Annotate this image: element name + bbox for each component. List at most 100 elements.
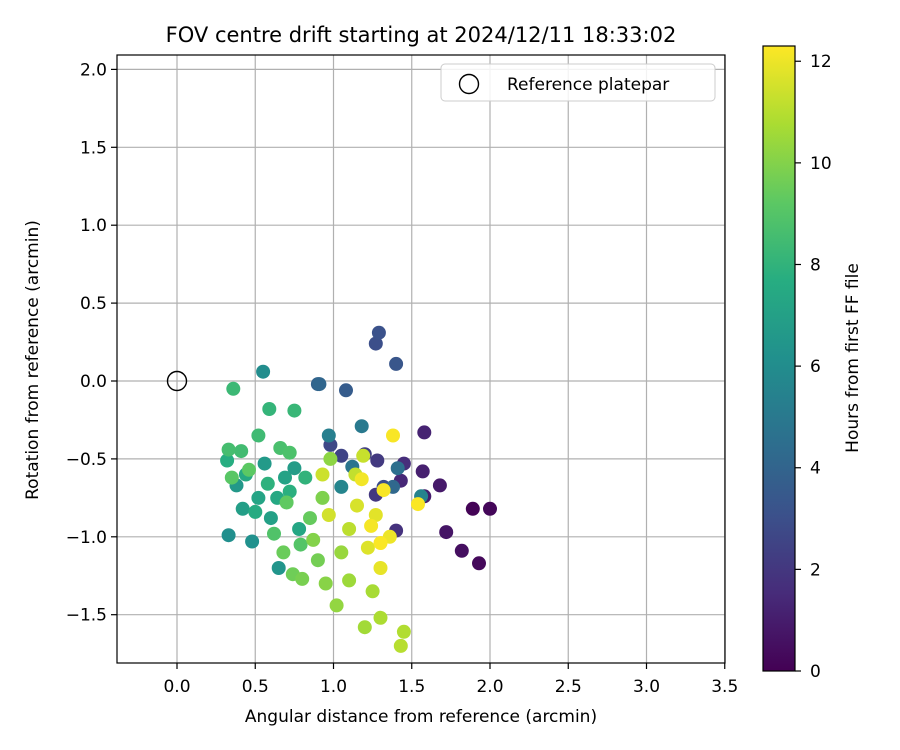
data-point [483,501,497,516]
data-point [365,584,380,599]
data-point [310,553,325,568]
data-point [411,497,425,512]
axes: 0.0 0.5 1.0 1.5 2.0 2.5 3.0 3.5 2.0 1.5 1.0 0.5 0.0 −… [66,54,738,697]
data-point [342,522,357,536]
data-point [354,419,369,434]
data-point [373,536,388,550]
data-point [315,490,330,505]
data-point [267,526,281,541]
data-point [256,364,271,379]
legend-entry-reference: Reference platepar [507,75,669,95]
data-point [368,336,383,351]
data-point [251,428,266,443]
data-point [279,495,294,510]
data-point [339,383,353,398]
colorbar: 0 2 4 6 8 10 12 Hours from first FF file [762,45,863,682]
x-tick-label: 3.5 [711,677,738,697]
data-point [432,478,447,493]
scatter-points [166,325,497,653]
colorbar-gradient [762,45,796,672]
y-tick-label: −1.0 [66,528,107,548]
data-point [334,545,349,560]
data-point [393,638,408,653]
colorbar-ticks: 0 2 4 6 8 10 12 [795,52,832,682]
y-tick-label: 0.0 [80,372,107,392]
y-tick-label: 1.5 [80,138,107,158]
y-tick-label: 0.5 [80,294,107,314]
data-point [312,377,327,392]
data-point [370,453,385,468]
x-tick-label: 1.5 [398,677,425,697]
data-point [220,453,235,468]
reference-platepar-marker [166,370,188,392]
colorbar-tick-label: 8 [810,255,821,275]
data-point [415,464,430,479]
data-point [454,543,469,558]
chart-title: FOV centre drift starting at 2024/12/11 … [166,23,677,47]
data-point [263,511,278,526]
x-tick-label: 2.0 [476,677,503,697]
data-point [342,573,357,588]
data-point [248,504,263,519]
data-point [354,472,369,487]
x-axis-label: Angular distance from reference (arcmin) [245,707,597,727]
y-tick-label: −0.5 [66,450,107,470]
data-point [287,461,302,476]
data-point [334,479,349,494]
data-point [357,620,372,635]
colorbar-tick-label: 2 [810,560,821,580]
data-point [221,442,236,457]
x-tick-label: 0.0 [163,677,190,697]
data-point [303,511,317,526]
data-point [364,518,379,533]
data-point [260,476,275,491]
data-point [287,403,302,418]
data-point [262,402,277,416]
y-tick-label: 1.0 [80,216,107,236]
data-point [350,498,364,513]
data-point [235,501,250,516]
colorbar-tick-label: 4 [810,459,821,479]
colorbar-label: Hours from first FF file [843,263,863,453]
data-point [396,624,411,639]
data-point [226,381,241,396]
data-point [257,456,272,471]
data-point [321,508,336,522]
data-point [295,571,310,586]
data-point [234,444,249,459]
data-point [356,448,371,463]
data-point [368,508,383,522]
data-point [439,525,454,540]
data-point [390,461,405,476]
data-point [472,556,486,571]
data-point [271,561,286,575]
data-point [278,470,292,485]
legend: Reference platepar [440,63,716,102]
data-point [292,522,307,536]
legend-box [440,63,716,102]
y-tick-label: −1.5 [66,606,107,626]
colorbar-tick-label: 12 [810,52,832,72]
data-point [242,462,256,477]
data-point [276,545,291,560]
data-point [417,425,432,440]
plot-frame [116,54,726,664]
data-point [334,448,349,463]
data-point [389,356,404,371]
data-point [315,467,330,482]
data-point [293,537,308,552]
x-tick-label: 3.0 [633,677,660,697]
data-point [282,484,297,499]
grid-layer [117,55,726,663]
data-point [329,598,344,613]
x-tick-label: 0.5 [242,677,269,697]
data-point [245,534,260,549]
data-point [465,501,480,516]
data-point [306,532,321,547]
data-point [373,610,388,625]
colorbar-tick-label: 6 [810,357,821,377]
data-point [321,428,336,443]
data-point [360,540,375,555]
data-point [282,445,297,460]
